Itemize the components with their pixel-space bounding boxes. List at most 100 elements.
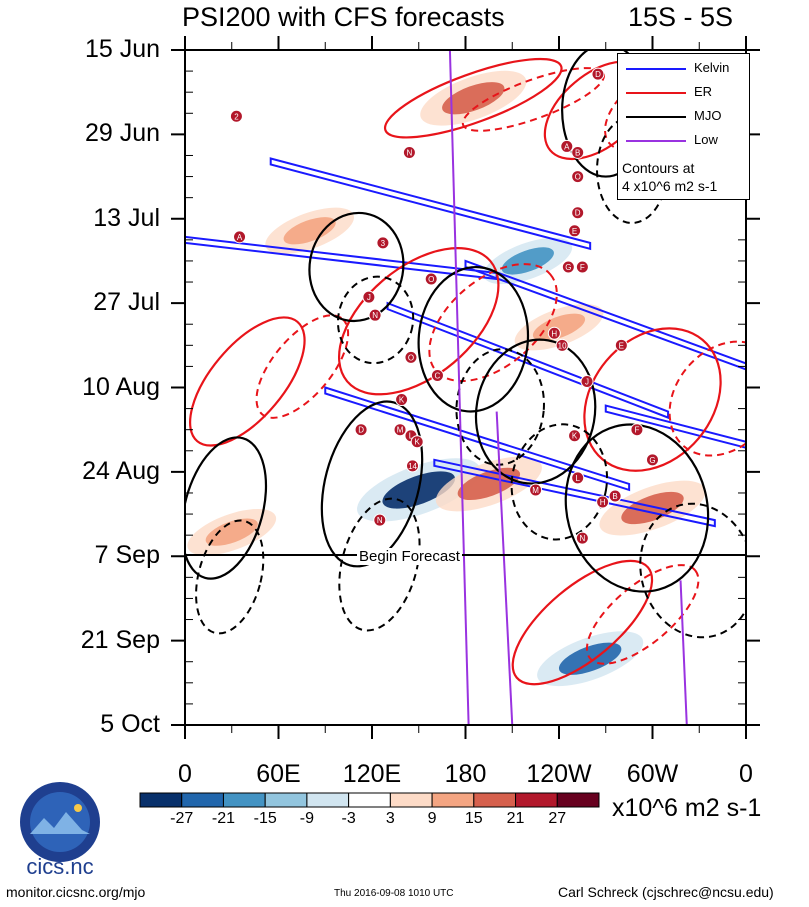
storm-symbol bbox=[373, 513, 387, 527]
x-tick-label: 180 bbox=[444, 760, 487, 788]
colorbar-units: x10^6 m2 s-1 bbox=[612, 794, 762, 822]
colorbar-tick-label: 21 bbox=[506, 810, 525, 827]
er-contour-negative bbox=[668, 340, 746, 457]
storm-label: L bbox=[575, 474, 580, 483]
storm-marker: N bbox=[575, 531, 589, 545]
storm-symbol bbox=[529, 483, 543, 497]
y-tick-label: 7 Sep bbox=[94, 541, 160, 570]
colorbar-tick-label: 9 bbox=[427, 810, 437, 827]
storm-marker: 2 bbox=[229, 109, 243, 123]
colorbar-swatch bbox=[473, 792, 517, 808]
storm-label: J bbox=[367, 293, 371, 302]
mjo-contour-negative bbox=[455, 348, 545, 466]
kelvin-contour bbox=[324, 386, 631, 492]
legend-entry-low: Low bbox=[622, 130, 747, 150]
storm-marker: 14 bbox=[406, 459, 420, 473]
storm-label: M bbox=[532, 486, 539, 495]
anomaly-blob bbox=[532, 313, 586, 341]
storm-label: L bbox=[409, 432, 414, 441]
storm-symbol bbox=[596, 495, 610, 509]
storm-symbol bbox=[393, 423, 407, 437]
storm-label: N bbox=[377, 516, 383, 525]
x-tick-label: 60E bbox=[256, 760, 301, 788]
storm-symbol bbox=[402, 145, 416, 159]
storm-marker: H bbox=[596, 495, 610, 509]
anomaly-blob bbox=[205, 518, 258, 546]
storm-marker: A bbox=[560, 139, 574, 153]
storm-label: O bbox=[428, 275, 434, 284]
storm-symbol bbox=[555, 338, 569, 352]
storm-marker: N bbox=[402, 145, 416, 159]
legend-entry-kelvin: Kelvin bbox=[622, 58, 747, 78]
colorbar-tick-label: -15 bbox=[253, 810, 277, 827]
x-tick-label: 0 bbox=[178, 760, 192, 788]
storm-symbol bbox=[568, 429, 582, 443]
cicsnc-logo[interactable]: cics.nc bbox=[8, 778, 112, 878]
storm-label: A bbox=[564, 142, 570, 151]
storm-marker: O bbox=[571, 170, 585, 184]
y-tick-label: 15 Jun bbox=[84, 35, 160, 63]
footer-site-link[interactable]: monitor.cicsnc.org/mjo bbox=[6, 884, 146, 900]
storm-symbol bbox=[571, 206, 585, 220]
storm-symbol bbox=[362, 290, 376, 304]
storm-symbol bbox=[376, 236, 390, 250]
storm-symbol bbox=[406, 459, 420, 473]
storm-label: N bbox=[579, 534, 585, 543]
storm-symbol bbox=[395, 393, 409, 407]
storm-symbol bbox=[368, 308, 382, 322]
storm-label: F bbox=[634, 426, 639, 435]
storm-marker: O bbox=[424, 272, 438, 286]
anomaly-blob bbox=[442, 82, 505, 115]
er-contour bbox=[188, 316, 306, 447]
storm-marker: D bbox=[354, 423, 368, 437]
storm-symbol bbox=[646, 453, 659, 467]
storm-marker: J bbox=[362, 290, 376, 304]
mjo-contour-negative bbox=[336, 275, 415, 365]
storm-symbol bbox=[571, 145, 585, 159]
colorbar-tick-label: -27 bbox=[170, 810, 194, 827]
er-contour-negative bbox=[585, 564, 700, 665]
colorbar-swatch bbox=[348, 792, 391, 808]
storm-label: G bbox=[649, 456, 655, 465]
colorbar-swatch bbox=[431, 792, 475, 808]
storm-symbol bbox=[575, 531, 589, 545]
storm-symbol bbox=[571, 170, 585, 184]
x-tick-label: 120E bbox=[342, 760, 402, 788]
y-tick-label: 10 Aug bbox=[82, 372, 160, 401]
low-contour bbox=[448, 50, 470, 725]
colorbar-tick-label: 15 bbox=[464, 810, 483, 827]
mjo-contour bbox=[564, 423, 710, 593]
legend-entry-er: ER bbox=[622, 82, 747, 102]
storm-label: E bbox=[619, 341, 624, 350]
storm-label: N bbox=[407, 148, 413, 157]
storm-label: O bbox=[575, 173, 581, 182]
storm-label: H bbox=[551, 329, 557, 338]
legend-label: Kelvin bbox=[694, 60, 730, 75]
colorbar-swatch bbox=[556, 792, 600, 808]
mjo-contour-negative bbox=[510, 423, 609, 541]
storm-label: H bbox=[600, 498, 606, 507]
storm-label: O bbox=[408, 353, 414, 362]
er-contour bbox=[337, 247, 500, 396]
storm-marker: N bbox=[368, 308, 382, 322]
storm-marker: M bbox=[529, 483, 543, 497]
low-contour bbox=[495, 411, 514, 725]
storm-marker: D bbox=[591, 67, 605, 81]
storm-symbol bbox=[591, 67, 605, 81]
x-tick-label: 0 bbox=[739, 760, 753, 788]
kelvin-contour bbox=[604, 404, 746, 449]
anomaly-blob bbox=[621, 491, 684, 525]
storm-marker: K bbox=[568, 429, 582, 443]
storm-marker: M bbox=[393, 423, 407, 437]
storm-marker: G bbox=[561, 260, 575, 274]
storm-symbol bbox=[354, 423, 368, 437]
colorbar-tick-label: 27 bbox=[548, 810, 567, 827]
storm-marker: G bbox=[646, 453, 659, 467]
storm-marker: F bbox=[575, 260, 589, 274]
colorbar-swatch bbox=[515, 792, 558, 808]
storm-symbol bbox=[568, 224, 582, 238]
storm-marker: C bbox=[430, 368, 444, 382]
storm-marker: A bbox=[233, 230, 247, 244]
storm-label: M bbox=[397, 426, 404, 435]
